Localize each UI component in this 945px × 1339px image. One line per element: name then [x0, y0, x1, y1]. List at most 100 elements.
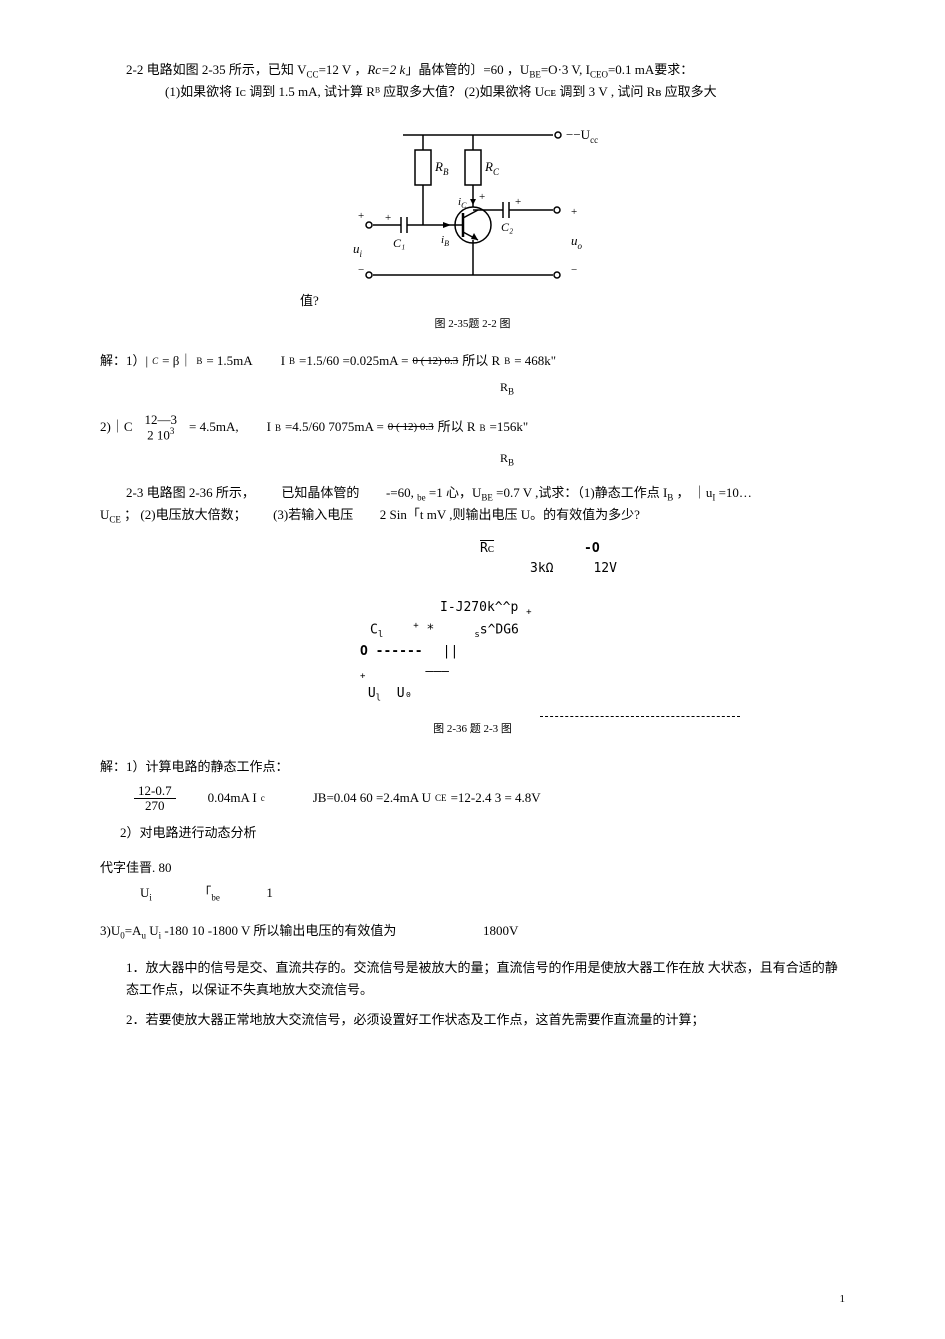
svg-text:−: − — [571, 264, 577, 276]
s22-b-sub3: B — [504, 354, 510, 368]
s22-l2g: =156k" — [490, 417, 529, 438]
p22-valueQ: 值? — [300, 291, 845, 312]
s23-l2b: JB=0.04 60 =2.4mA U — [313, 788, 431, 809]
sol22-line1: 解：1）| C = β｜ B = 1.5mA IB =1.5/60 =0.025… — [100, 351, 845, 372]
svg-text:+: + — [571, 206, 577, 218]
p22-vcc-sub: CC — [307, 70, 319, 80]
s23-l6c: U — [146, 923, 159, 938]
s22-b-sub4: B — [275, 421, 281, 435]
p22-iceo-sub: CEO — [590, 70, 608, 80]
svg-text:uo: uo — [571, 233, 583, 251]
note-2: 2．若要使放大器正常地放大交流信号，必须设置好工作状态及工作点，这首先需要作直流… — [126, 1009, 845, 1031]
svg-text:C₂: C₂ — [501, 220, 513, 234]
p22-text: 2-2 电路如图 2-35 所示，已知 V — [126, 62, 307, 77]
p22-vcc-eq: =12 V ， — [319, 62, 368, 77]
s22-l1e: =1.5/60 =0.025mA = — [299, 351, 408, 372]
dash-line — [540, 716, 740, 717]
problem-2-3: 2-3 电路图 2-36 所示， 已知晶体管的 -=60, be =1 心，UB… — [100, 483, 845, 527]
p22-ube-eq: =O·3 V, I — [541, 62, 590, 77]
p23-l2b: ； (2)电压放大倍数； — [124, 507, 246, 522]
svg-text:−−Ucc: −−Ucc — [566, 127, 598, 145]
p23-l1f: ｜u — [693, 485, 713, 500]
p22-ube-sub: BE — [529, 70, 541, 80]
p22-rc: Rc=2 k — [367, 62, 405, 77]
circuit-2-36: Rᴄ-O 3kΩ12V I-J270k^^p + Cl+ *ss^DG6 O -… — [360, 539, 845, 706]
svg-text:+: + — [479, 191, 485, 203]
s23-l6c-sub: i — [159, 930, 162, 940]
p23-l1e: =0.7 V ,试求：（1)静态工作点 I — [496, 485, 667, 500]
p23-l2a-sub: CE — [109, 515, 121, 525]
s22-l1a: 解：1）| — [100, 351, 148, 372]
page-number: 1 — [840, 1291, 846, 1309]
p23-l1c: -=60, — [386, 485, 414, 500]
sol22-line2: 2)｜C 12—3 2 103 = 4.5mA, IB =4.5/60 7075… — [100, 413, 845, 443]
s22-b-sub: B — [196, 354, 202, 368]
s22-l1f: 0 ( 12) 0.3 — [412, 353, 458, 371]
s23-l2b-sub: CE — [435, 791, 447, 805]
solution-2-3: 解：1）计算电路的静态工作点： 12-0.7 270 0.04mA I c JB=… — [100, 757, 845, 943]
p23-line1: 2-3 电路图 2-36 所示， 已知晶体管的 -=60, be =1 心，UB… — [100, 483, 845, 505]
s22-rb-below: RB — [500, 378, 845, 399]
p22-line2: (1)如果欲将 Iᴄ 调到 1.5 mA, 试计算 Rᴮ 应取多大值？ (2)如… — [100, 82, 845, 103]
p23-l1f-sub: I — [712, 493, 715, 503]
s23-l4: 代字佳晋. 80 — [100, 858, 845, 879]
s22-frac: 12—3 2 103 — [141, 413, 182, 443]
caption-2-35: 图 2-35题 2-2 图 — [100, 316, 845, 334]
s22-l1d: I — [281, 351, 285, 372]
svg-text:RC: RC — [484, 159, 500, 177]
s22-rb-below2: RB — [500, 449, 845, 470]
s22-l2c: I — [267, 417, 271, 438]
s22-l2b: = 4.5mA, — [189, 417, 239, 438]
p23-line2: UCE ； (2)电压放大倍数； (3)若输入电压 2 Sin「t mV ,则输… — [100, 505, 845, 527]
s23-l5b-sub: be — [211, 892, 220, 902]
svg-text:iB: iB — [441, 234, 449, 248]
s23-l5a-sub: i — [149, 892, 152, 902]
s22-l1h: = 468k" — [514, 351, 556, 372]
s23-l2a-sub: c — [261, 791, 265, 805]
s22-l2d: =4.5/60 7075mA = — [285, 417, 384, 438]
s23-l3: 2）对电路进行动态分析 — [120, 823, 845, 844]
p22-iceo-eq: =0.1 mA要求： — [608, 62, 693, 77]
p23-l2d: 2 Sin「t mV ,则输出电压 U。的有效值为多少? — [380, 507, 640, 522]
p23-l2c: (3)若输入电压 — [273, 507, 353, 522]
s23-frac-den: 270 — [141, 799, 169, 813]
p23-l1g: =10… — [719, 485, 752, 500]
s23-l6b: =A — [125, 923, 142, 938]
s22-l2e: 0 ( 12) 0.3 — [388, 419, 434, 437]
solution-2-2: 解：1）| C = β｜ B = 1.5mA IB =1.5/60 =0.025… — [100, 351, 845, 469]
s23-frac-num: 12-0.7 — [134, 784, 176, 799]
problem-2-2: 2-2 电路如图 2-35 所示，已知 VCC=12 V ，Rc=2 k」晶体管… — [100, 60, 845, 103]
s23-l2c: =12-2.4 3 = 4.8V — [451, 788, 541, 809]
s22-b-sub2: B — [289, 354, 295, 368]
s22-c-sub: C — [152, 354, 158, 368]
p23-l1a: 2-3 电路图 2-36 所示， — [126, 485, 255, 500]
p23-l2a: U — [100, 507, 109, 522]
s23-l5b: 「 — [198, 885, 211, 900]
s22-b-sub5: B — [480, 421, 486, 435]
s23-l5a: U — [140, 885, 149, 900]
svg-text:+: + — [358, 210, 364, 222]
s22-frac-den: 2 103 — [143, 427, 178, 443]
s23-l2: 12-0.7 270 0.04mA I c JB=0.04 60 =2.4mA U… — [130, 784, 845, 814]
p23-l1d: =1 心，U — [429, 485, 481, 500]
s22-l1g: 所以 R — [462, 351, 500, 372]
p22-after-rc: 」晶体管的〕=60 ，U — [405, 62, 529, 77]
p23-l1d-sub: be — [417, 493, 426, 503]
svg-text:ui: ui — [353, 241, 363, 259]
s23-l1: 解：1）计算电路的静态工作点： — [100, 757, 845, 778]
s23-l6: 3)U0=Au Ui -180 10 -1800 V 所以输出电压的有效值为 1… — [100, 921, 845, 943]
notes-section: 1．放大器中的信号是交、直流共存的。交流信号是被放大的量；直流信号的作用是使放大… — [100, 957, 845, 1031]
svg-text:+: + — [515, 196, 521, 208]
s23-l2a: 0.04mA I — [208, 788, 257, 809]
s22-frac-num: 12—3 — [141, 413, 182, 427]
p22-line1: 2-2 电路如图 2-35 所示，已知 VCC=12 V ，Rc=2 k」晶体管… — [100, 60, 845, 82]
s22-l1c: = 1.5mA — [206, 351, 252, 372]
s22-l1b: = β｜ — [162, 351, 192, 372]
p23-ib-sub: B — [667, 493, 673, 503]
caption-2-36: 图 2-36 题 2-3 图 — [100, 721, 845, 739]
svg-text:+: + — [385, 212, 391, 224]
s23-l6d: -180 10 -1800 V 所以输出电压的有效值为 — [164, 923, 396, 938]
s23-l5c: 1 — [266, 885, 273, 900]
p23-l1e-sub: BE — [481, 493, 493, 503]
s23-l6e: 1800V — [483, 923, 518, 938]
